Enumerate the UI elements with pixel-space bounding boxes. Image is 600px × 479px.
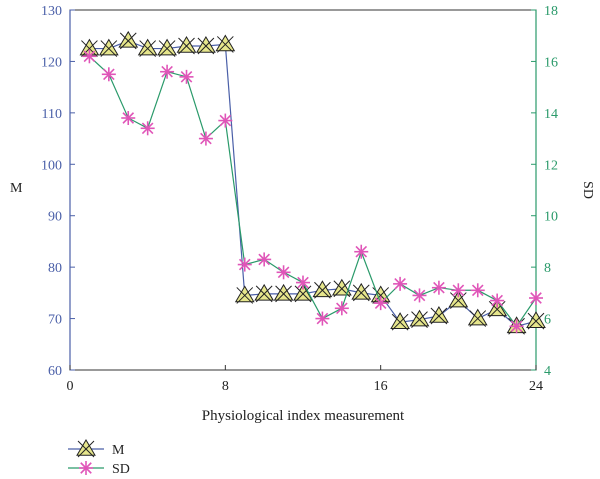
data-point-m <box>467 308 488 327</box>
left-tick-label: 80 <box>48 261 62 276</box>
data-point-m <box>331 278 352 298</box>
data-point-sd <box>334 301 349 316</box>
legend: M SD <box>68 439 130 477</box>
data-point-sd <box>315 311 330 326</box>
series-line-sd <box>89 55 537 328</box>
legend-label-sd: SD <box>112 462 130 477</box>
x-tick-label: 0 <box>67 379 74 394</box>
data-point-sd <box>373 296 388 311</box>
series-layer <box>79 30 546 335</box>
left-tick-label: 70 <box>48 313 62 328</box>
data-point-sd <box>470 283 485 298</box>
right-tick-label: 18 <box>544 4 558 19</box>
data-point-sd <box>354 244 369 259</box>
y-axis-label-right: SD <box>580 181 595 199</box>
data-point-sd <box>529 291 543 305</box>
legend-label-m: M <box>112 443 125 458</box>
data-point-m <box>196 36 216 55</box>
data-point-sd <box>140 121 155 136</box>
data-point-m <box>254 283 275 303</box>
data-point-m <box>351 282 372 302</box>
right-tick-label: 16 <box>544 55 558 70</box>
data-point-sd <box>431 280 446 295</box>
data-point-m <box>429 306 449 325</box>
right-tick-label: 14 <box>544 107 558 122</box>
left-tick-label: 120 <box>41 55 62 70</box>
data-point-sd <box>237 257 252 272</box>
data-point-sd <box>160 64 175 79</box>
data-point-m <box>137 38 158 57</box>
data-point-m <box>234 285 255 304</box>
data-point-m <box>390 312 410 331</box>
data-point-m <box>273 283 294 303</box>
plot-frame <box>69 9 537 371</box>
data-point-m <box>409 309 430 328</box>
data-point-m <box>118 30 139 50</box>
data-point-m <box>157 38 177 57</box>
data-point-sd <box>198 131 213 146</box>
x-axis-label: Physiological index measurement <box>202 408 405 424</box>
data-point-sd <box>276 265 291 280</box>
data-point-sd <box>218 113 233 128</box>
y-axis-label-left: M <box>10 181 23 196</box>
x-axis-ticks: 0 8 16 24 <box>67 365 543 394</box>
legend-symbol-sd <box>79 461 93 475</box>
left-tick-label: 90 <box>48 210 62 225</box>
legend-marker-m <box>76 439 96 458</box>
right-tick-label: 10 <box>544 210 558 225</box>
right-tick-label: 6 <box>544 313 551 328</box>
data-point-m <box>98 38 119 57</box>
legend-marker-sd <box>79 461 93 475</box>
data-point-m <box>215 34 236 53</box>
x-tick-label: 24 <box>529 379 543 394</box>
data-point-sd <box>451 283 466 298</box>
legend-symbol-m <box>76 439 96 458</box>
data-point-sd <box>257 252 272 267</box>
left-tick-label: 130 <box>41 4 62 19</box>
right-tick-label: 8 <box>544 261 551 276</box>
data-point-m <box>312 280 333 299</box>
left-tick-label: 110 <box>42 107 62 122</box>
right-tick-label: 4 <box>544 364 551 379</box>
right-axis-ticks: 4 6 8 10 12 14 16 18 <box>531 4 558 379</box>
data-point-sd <box>82 49 97 64</box>
data-point-sd <box>490 293 505 308</box>
data-point-sd <box>179 69 194 84</box>
left-tick-label: 100 <box>41 158 62 173</box>
data-point-sd <box>509 319 524 334</box>
x-tick-label: 16 <box>374 379 388 394</box>
data-point-sd <box>101 67 116 82</box>
left-tick-label: 60 <box>48 364 62 379</box>
x-tick-label: 8 <box>222 379 229 394</box>
data-point-m <box>293 283 313 303</box>
data-point-sd <box>412 288 427 303</box>
left-axis-ticks: 60 70 80 90 100 110 120 130 <box>41 4 75 379</box>
series-line-m <box>89 40 537 327</box>
data-point-sd <box>393 276 408 291</box>
data-point-sd <box>121 111 136 125</box>
data-point-m <box>176 36 197 55</box>
data-point-m <box>526 311 546 330</box>
right-tick-label: 12 <box>544 158 558 173</box>
data-point-m <box>487 299 508 318</box>
data-point-sd <box>296 275 310 290</box>
